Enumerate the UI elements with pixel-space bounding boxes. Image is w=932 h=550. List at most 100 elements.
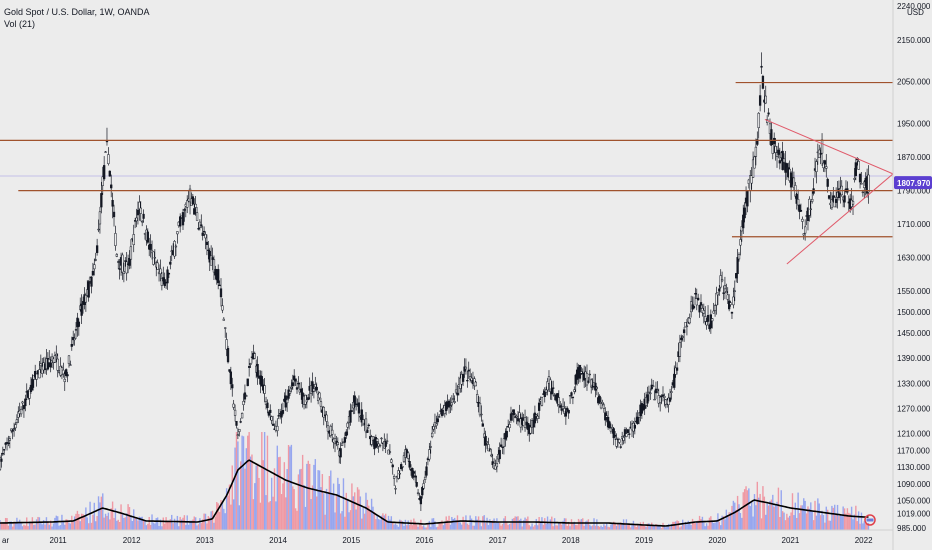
logo-mark xyxy=(866,518,874,522)
volume-bar xyxy=(449,524,452,530)
time-axis[interactable]: ar 2011 2012 2013 2014 2015 2016 2017 2018 2019 20… xyxy=(0,0,894,550)
price-tick-label: 2050.000 xyxy=(897,78,931,87)
volume-bar xyxy=(627,524,629,530)
volume-bar xyxy=(109,519,111,530)
candle-body xyxy=(571,396,575,399)
volume-bar xyxy=(408,524,411,530)
volume-bar xyxy=(148,516,150,530)
candle-body xyxy=(1,453,4,455)
volume-bar xyxy=(821,510,823,530)
candle-body xyxy=(235,420,238,426)
volume-bar xyxy=(334,512,336,530)
volume-bar xyxy=(549,519,552,530)
volume-bar xyxy=(34,524,36,530)
volume-indicator-title[interactable]: Vol (21) xyxy=(4,19,36,29)
candle-body xyxy=(325,414,328,422)
price-tick-label: 1790.000 xyxy=(897,187,931,196)
price-axis[interactable]: 2240.000 2150.000 2050.000 1950.000 1870.000… xyxy=(893,0,932,550)
candle-body xyxy=(476,394,479,403)
volume-bar xyxy=(656,525,659,530)
volume-bar xyxy=(394,523,397,530)
tradingview-logo-icon[interactable] xyxy=(864,514,876,526)
volume-bar xyxy=(513,518,515,530)
volume-bar xyxy=(437,526,439,530)
volume-bar xyxy=(438,523,440,530)
candle-body xyxy=(834,199,838,203)
candle-body xyxy=(825,166,828,169)
candle-body xyxy=(103,165,106,180)
volume-bar xyxy=(491,520,494,530)
volume-bar xyxy=(308,463,311,530)
chart-pane[interactable] xyxy=(0,0,893,530)
candle-body xyxy=(653,398,656,401)
candle-body xyxy=(214,269,217,276)
volume-bar xyxy=(116,520,118,530)
volume-bar xyxy=(596,519,598,530)
price-tick-label: 1270.000 xyxy=(897,404,931,413)
candle-body xyxy=(49,362,52,368)
volume-bar xyxy=(807,506,809,530)
time-tick-label: 2016 xyxy=(416,536,434,545)
volume-bar xyxy=(752,516,754,530)
volume-bar xyxy=(10,521,12,530)
triangle-pattern[interactable] xyxy=(764,118,894,265)
candle-body xyxy=(729,302,732,305)
horizontal-levels[interactable] xyxy=(0,81,893,238)
volume-bar xyxy=(655,524,657,530)
volume-bar xyxy=(445,516,447,530)
candle-body xyxy=(408,461,411,468)
volume-bar xyxy=(145,525,148,530)
volume-bar xyxy=(199,518,201,530)
candle-body xyxy=(63,378,66,382)
time-tick-label: 2022 xyxy=(855,536,873,545)
volume-bar xyxy=(431,518,433,530)
candle-body xyxy=(367,424,370,427)
price-candles xyxy=(0,52,870,512)
volume-bar xyxy=(258,477,260,530)
candle-body xyxy=(314,384,317,388)
candle-body xyxy=(533,412,537,424)
volume-bar xyxy=(228,484,231,530)
volume-bar xyxy=(660,528,663,530)
candle-body xyxy=(331,429,334,435)
candle-body xyxy=(654,388,658,394)
candle-body xyxy=(453,401,456,403)
candle-body xyxy=(8,438,12,441)
candle-body xyxy=(778,160,781,164)
volume-bar xyxy=(583,525,585,530)
candle-body xyxy=(169,261,172,265)
volume-bar xyxy=(812,520,815,530)
volume-bar xyxy=(346,498,349,530)
volume-bar xyxy=(23,524,25,530)
volume-bar xyxy=(597,526,599,530)
candle-body xyxy=(636,416,639,425)
candle-body xyxy=(684,322,687,328)
candle-body xyxy=(428,449,431,460)
symbol-title[interactable]: Gold Spot / U.S. Dollar, 1W, OANDA xyxy=(4,7,150,17)
volume-bar xyxy=(306,463,308,530)
volume-bar xyxy=(270,477,273,530)
volume-bar xyxy=(217,503,219,530)
volume-bar xyxy=(511,518,514,530)
volume-bar xyxy=(590,526,592,530)
volume-bar xyxy=(734,502,736,530)
candle-body xyxy=(402,455,406,462)
volume-bar xyxy=(639,522,642,530)
volume-bar xyxy=(27,526,29,530)
volume-bar xyxy=(300,468,302,530)
volume-bar xyxy=(808,508,811,530)
volume-bar xyxy=(206,523,208,530)
candle-body xyxy=(660,395,663,397)
candle-body xyxy=(19,408,23,415)
volume-bar xyxy=(220,500,222,530)
volume-bar xyxy=(537,525,539,530)
candle-body xyxy=(139,207,142,214)
volume-bar xyxy=(3,522,5,530)
volume-bar xyxy=(829,520,832,530)
volume-bar xyxy=(845,513,847,530)
volume-bar xyxy=(534,525,536,530)
candle-body xyxy=(300,388,303,393)
volume-bar xyxy=(6,518,8,530)
volume-bar xyxy=(263,432,266,530)
